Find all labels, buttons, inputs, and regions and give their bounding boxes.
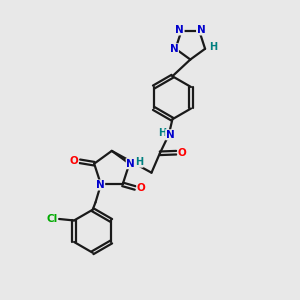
Text: H: H <box>135 157 143 167</box>
Text: H: H <box>158 128 166 138</box>
Text: N: N <box>196 25 205 35</box>
Text: O: O <box>178 148 187 158</box>
Text: N: N <box>96 180 105 190</box>
Text: N: N <box>126 159 135 169</box>
Text: H: H <box>209 42 217 52</box>
Text: N: N <box>170 44 178 54</box>
Text: O: O <box>137 183 146 193</box>
Text: N: N <box>166 130 174 140</box>
Text: Cl: Cl <box>46 214 57 224</box>
Text: N: N <box>175 25 184 35</box>
Text: O: O <box>70 156 78 166</box>
